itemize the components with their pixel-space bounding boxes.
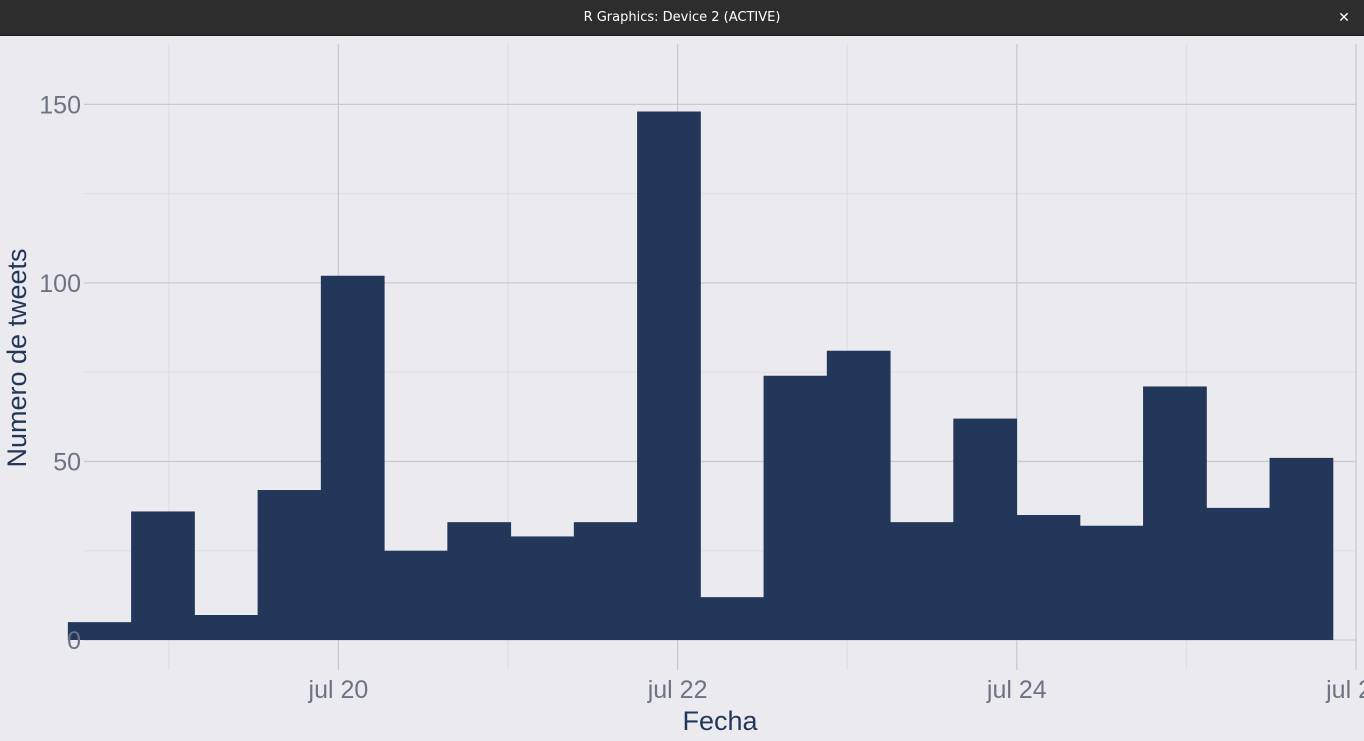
histogram-bar-3 [194, 615, 259, 640]
close-button[interactable]: ✕ [1332, 6, 1356, 30]
histogram-bar-16 [1016, 515, 1081, 640]
histogram-bar-2 [131, 511, 195, 640]
x-axis-title: Fecha [682, 706, 758, 736]
plot-area: 0 50 100 150 jul 20 jul 22 jul 24 jul 26 Fecha… [0, 36, 1364, 741]
histogram-bar-9 [573, 522, 638, 640]
histogram-bar-17 [1079, 525, 1144, 640]
histogram-bar-5 [320, 275, 385, 640]
y-tick-label: 0 [67, 627, 81, 655]
histogram-bar-15 [953, 418, 1018, 640]
histogram-bar-7 [447, 522, 512, 640]
x-tick-label: jul 26 [1325, 676, 1364, 704]
x-tick-labels: jul 20 jul 22 jul 24 jul 26 [308, 676, 1364, 704]
histogram-bar-20 [1269, 457, 1334, 640]
histogram-bar-19 [1206, 507, 1271, 640]
histogram-bar-10 [637, 111, 701, 640]
y-tick-label: 100 [39, 270, 81, 298]
histogram-bar-14 [890, 522, 954, 640]
histogram-bars [67, 111, 1334, 640]
histogram-bar-18 [1143, 386, 1207, 640]
x-tick-label: jul 24 [986, 676, 1047, 704]
y-tick-label: 50 [53, 448, 81, 476]
histogram-bar-11 [700, 597, 765, 640]
x-tick-label: jul 22 [647, 676, 708, 704]
close-icon: ✕ [1338, 10, 1350, 26]
histogram-bar-4 [257, 490, 322, 640]
histogram-chart: 0 50 100 150 jul 20 jul 22 jul 24 jul 26 Fecha… [0, 36, 1364, 741]
y-axis-title: Numero de tweets [2, 248, 32, 467]
histogram-bar-1 [67, 622, 132, 640]
window-titlebar: R Graphics: Device 2 (ACTIVE) ✕ [0, 0, 1364, 36]
histogram-bar-12 [763, 375, 828, 640]
histogram-bar-6 [384, 550, 448, 640]
y-tick-labels: 0 50 100 150 [39, 91, 81, 655]
window-title: R Graphics: Device 2 (ACTIVE) [583, 10, 781, 25]
x-tick-label: jul 20 [308, 676, 369, 704]
histogram-bar-13 [826, 350, 891, 640]
histogram-bar-8 [510, 536, 575, 640]
y-tick-label: 150 [39, 91, 81, 119]
